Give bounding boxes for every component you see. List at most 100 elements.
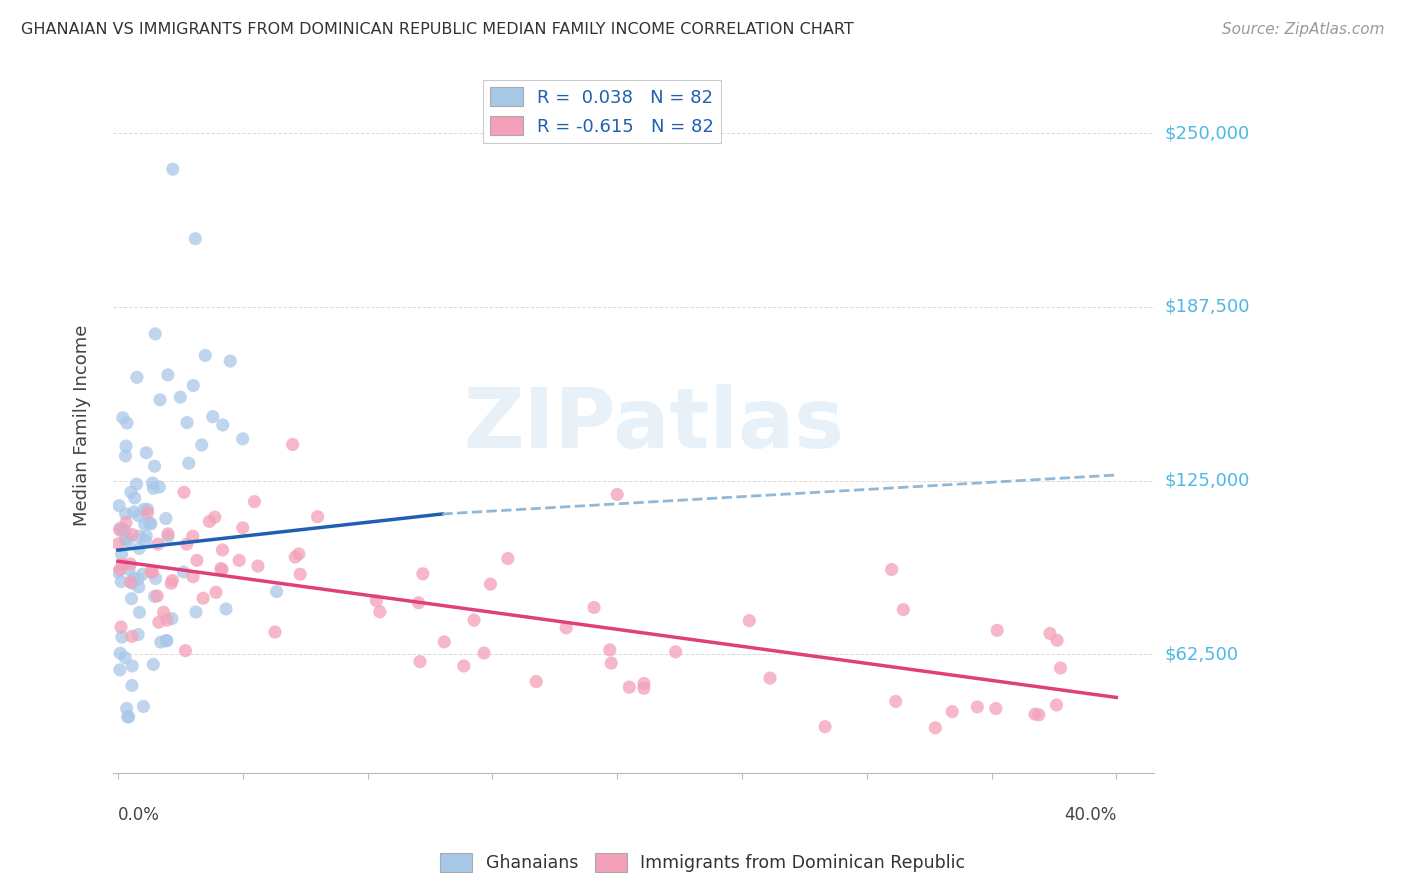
Point — [127, 572, 149, 586]
Point — [204, 510, 226, 524]
Point — [619, 680, 641, 694]
Point — [146, 537, 169, 551]
Point — [924, 721, 946, 735]
Point — [205, 585, 228, 599]
Point — [169, 390, 191, 404]
Point — [155, 633, 177, 648]
Point — [115, 531, 138, 545]
Point — [157, 529, 180, 543]
Text: 0.0%: 0.0% — [118, 805, 160, 824]
Point — [141, 475, 163, 490]
Point — [149, 392, 172, 407]
Point — [209, 561, 232, 575]
Point — [156, 526, 179, 541]
Point — [408, 596, 430, 610]
Point — [281, 437, 304, 451]
Point — [120, 557, 142, 571]
Point — [966, 700, 988, 714]
Point — [181, 378, 204, 392]
Point — [121, 527, 143, 541]
Point — [814, 720, 837, 734]
Point — [128, 606, 150, 620]
Point — [156, 633, 179, 648]
Point — [121, 659, 143, 673]
Point — [114, 650, 136, 665]
Point — [141, 565, 163, 579]
Point — [1045, 698, 1067, 712]
Point — [472, 646, 495, 660]
Point — [138, 516, 160, 530]
Point — [122, 505, 145, 519]
Point — [162, 162, 184, 177]
Point — [127, 627, 149, 641]
Point — [738, 614, 761, 628]
Point — [136, 502, 159, 516]
Point — [110, 620, 132, 634]
Text: $125,000: $125,000 — [1166, 472, 1250, 490]
Point — [582, 600, 605, 615]
Point — [174, 643, 197, 657]
Point — [243, 494, 266, 508]
Point — [665, 645, 688, 659]
Point — [176, 537, 198, 551]
Point — [191, 591, 214, 606]
Point — [155, 511, 177, 525]
Point — [1028, 707, 1050, 722]
Point — [463, 613, 485, 627]
Point — [433, 635, 456, 649]
Point — [132, 502, 155, 516]
Legend: R =  0.038   N = 82, R = -0.615   N = 82: R = 0.038 N = 82, R = -0.615 N = 82 — [484, 79, 721, 143]
Point — [599, 643, 621, 657]
Point — [986, 624, 1008, 638]
Point — [288, 567, 311, 582]
Point — [1039, 626, 1062, 640]
Point — [121, 679, 143, 693]
Point — [219, 354, 242, 368]
Point — [143, 590, 166, 604]
Point — [128, 529, 150, 543]
Point — [633, 676, 655, 690]
Point — [115, 516, 138, 530]
Point — [479, 577, 502, 591]
Text: 40.0%: 40.0% — [1064, 805, 1116, 824]
Point — [184, 232, 207, 246]
Point — [148, 480, 170, 494]
Point — [211, 543, 233, 558]
Point — [184, 605, 207, 619]
Point — [121, 629, 143, 643]
Point — [201, 409, 224, 424]
Point — [132, 699, 155, 714]
Point — [606, 487, 628, 501]
Point — [307, 509, 329, 524]
Point — [110, 646, 132, 660]
Point — [891, 602, 914, 616]
Point — [143, 459, 166, 474]
Point — [128, 541, 150, 556]
Point — [228, 553, 250, 567]
Point — [759, 671, 782, 685]
Point — [115, 439, 138, 453]
Point — [124, 491, 146, 505]
Point — [108, 562, 131, 576]
Point — [125, 370, 148, 384]
Point — [215, 602, 238, 616]
Point — [366, 594, 388, 608]
Point — [117, 533, 139, 548]
Point — [111, 522, 134, 536]
Point — [111, 410, 134, 425]
Point — [555, 621, 578, 635]
Point — [115, 701, 138, 715]
Point — [246, 559, 269, 574]
Point — [146, 589, 169, 603]
Point — [135, 529, 157, 543]
Point — [110, 547, 132, 561]
Point — [114, 449, 136, 463]
Point — [114, 524, 136, 538]
Point — [134, 533, 156, 548]
Point — [108, 523, 131, 537]
Point — [181, 529, 204, 543]
Point — [118, 710, 141, 724]
Point — [108, 499, 131, 513]
Point — [160, 576, 183, 591]
Point — [1046, 633, 1069, 648]
